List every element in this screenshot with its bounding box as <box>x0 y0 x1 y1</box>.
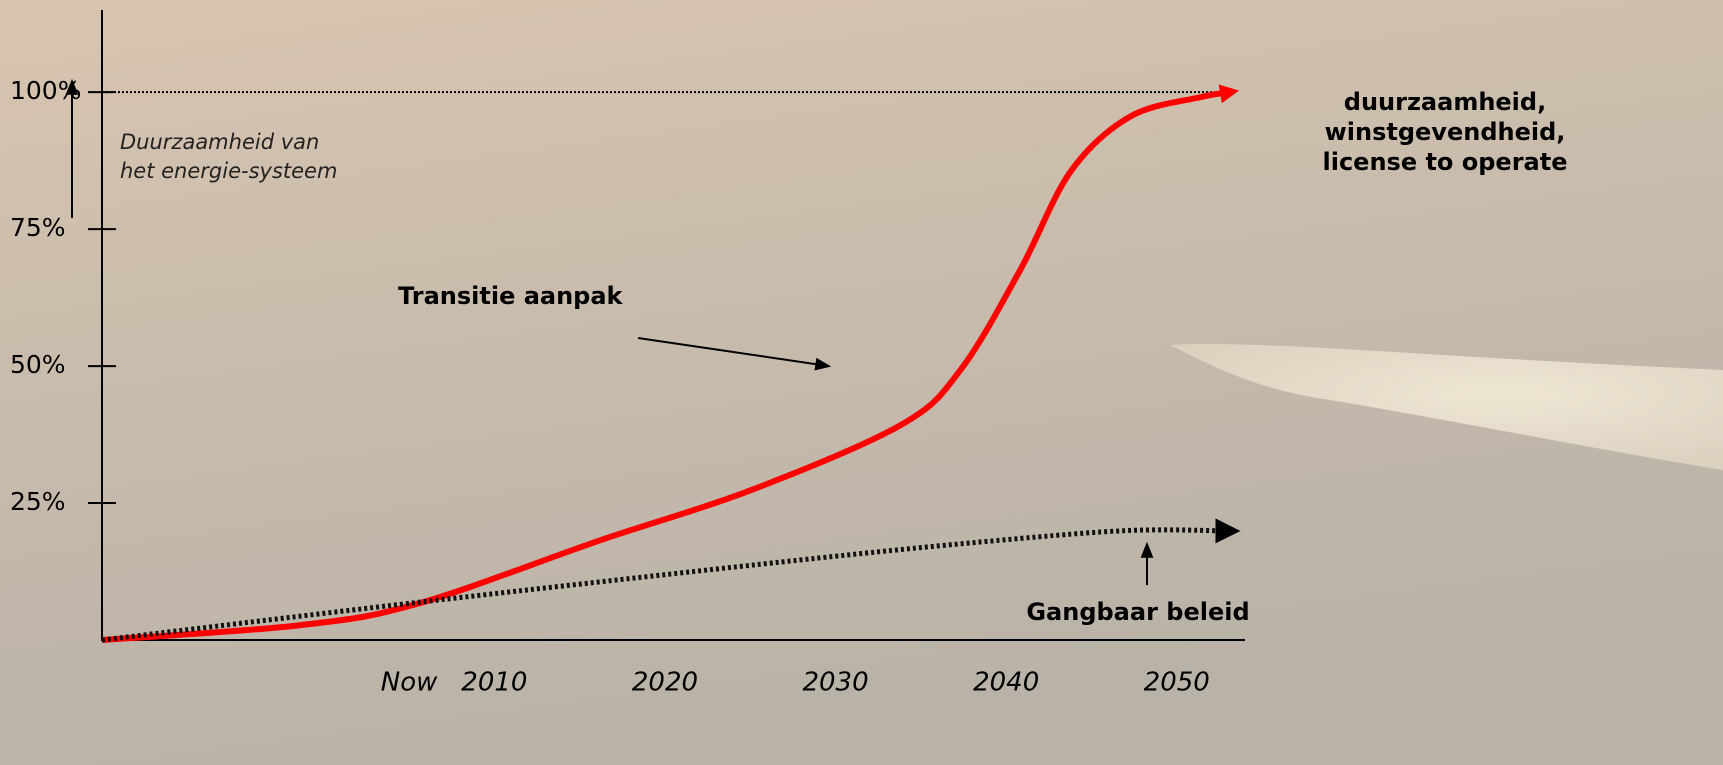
x-tick-label: 2020 <box>632 668 698 698</box>
y-tick-label: 75% <box>10 213 66 242</box>
annotation: winstgevendheid, <box>1325 118 1566 146</box>
y-tick-label: 100% <box>10 76 81 105</box>
x-tick-label: 2030 <box>802 668 868 698</box>
y-tick-label: 50% <box>10 350 66 379</box>
x-tick-label: 2050 <box>1144 668 1210 698</box>
label-arrow <box>637 337 832 371</box>
annotation: license to operate <box>1322 148 1567 176</box>
annotation: duurzaamheid, <box>1344 88 1546 116</box>
series-line <box>101 518 1241 643</box>
series-line <box>101 84 1240 643</box>
y-label: Duurzaamheid van <box>120 130 319 154</box>
series-label: Gangbaar beleid <box>1026 598 1249 626</box>
x-tick-label: Now <box>381 668 438 698</box>
x-tick-label: 2010 <box>461 668 527 698</box>
y-label: het energie-systeem <box>120 159 337 183</box>
background-highlight <box>1170 344 1723 470</box>
y-tick-label: 25% <box>10 487 66 516</box>
series-label: Transitie aanpak <box>398 282 624 310</box>
x-tick-label: 2040 <box>973 668 1039 698</box>
